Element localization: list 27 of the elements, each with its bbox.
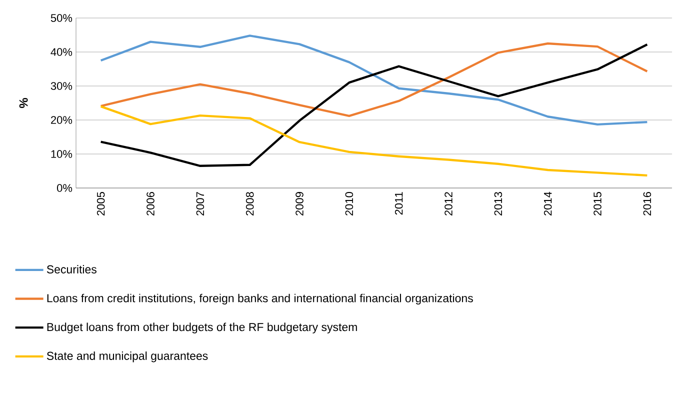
- legend-label: Budget loans from other budgets of the RF budgetary system: [47, 322, 357, 334]
- line-series: [100, 42, 648, 118]
- x-tick-label: 2007: [196, 192, 204, 216]
- legend-label: State and municipal guarantees: [46, 352, 208, 362]
- line-series: [100, 105, 648, 177]
- x-tick-label: 2006: [146, 192, 154, 216]
- y-tick-label: 20%: [51, 116, 72, 124]
- x-tick-label: 2014: [544, 192, 552, 216]
- x-tick-label: 2008: [246, 192, 254, 216]
- line-series: [100, 34, 648, 126]
- x-tick-label: 2016: [643, 192, 652, 216]
- y-tick-label: 30%: [50, 82, 72, 90]
- line-series: [100, 43, 648, 168]
- y-tick-label: 0%: [56, 184, 72, 192]
- y-tick-label: 40%: [50, 48, 72, 56]
- x-tick-label: 2009: [296, 192, 304, 216]
- x-tick-label: 2011: [394, 192, 403, 215]
- x-tick-label: 2005: [96, 192, 105, 216]
- x-tick-label: 2013: [494, 192, 502, 216]
- legend-label: Securities: [46, 265, 96, 274]
- x-tick-label: 2010: [345, 192, 354, 216]
- legend-label: Loans from credit institutions, foreign banks and international financial organizations: [47, 294, 473, 305]
- y-tick-label: 10%: [51, 150, 72, 158]
- x-tick-label: 2012: [444, 192, 452, 216]
- y-axis-title: %: [19, 98, 28, 108]
- x-tick-label: 2015: [594, 192, 602, 216]
- y-tick-label: 50%: [50, 14, 72, 22]
